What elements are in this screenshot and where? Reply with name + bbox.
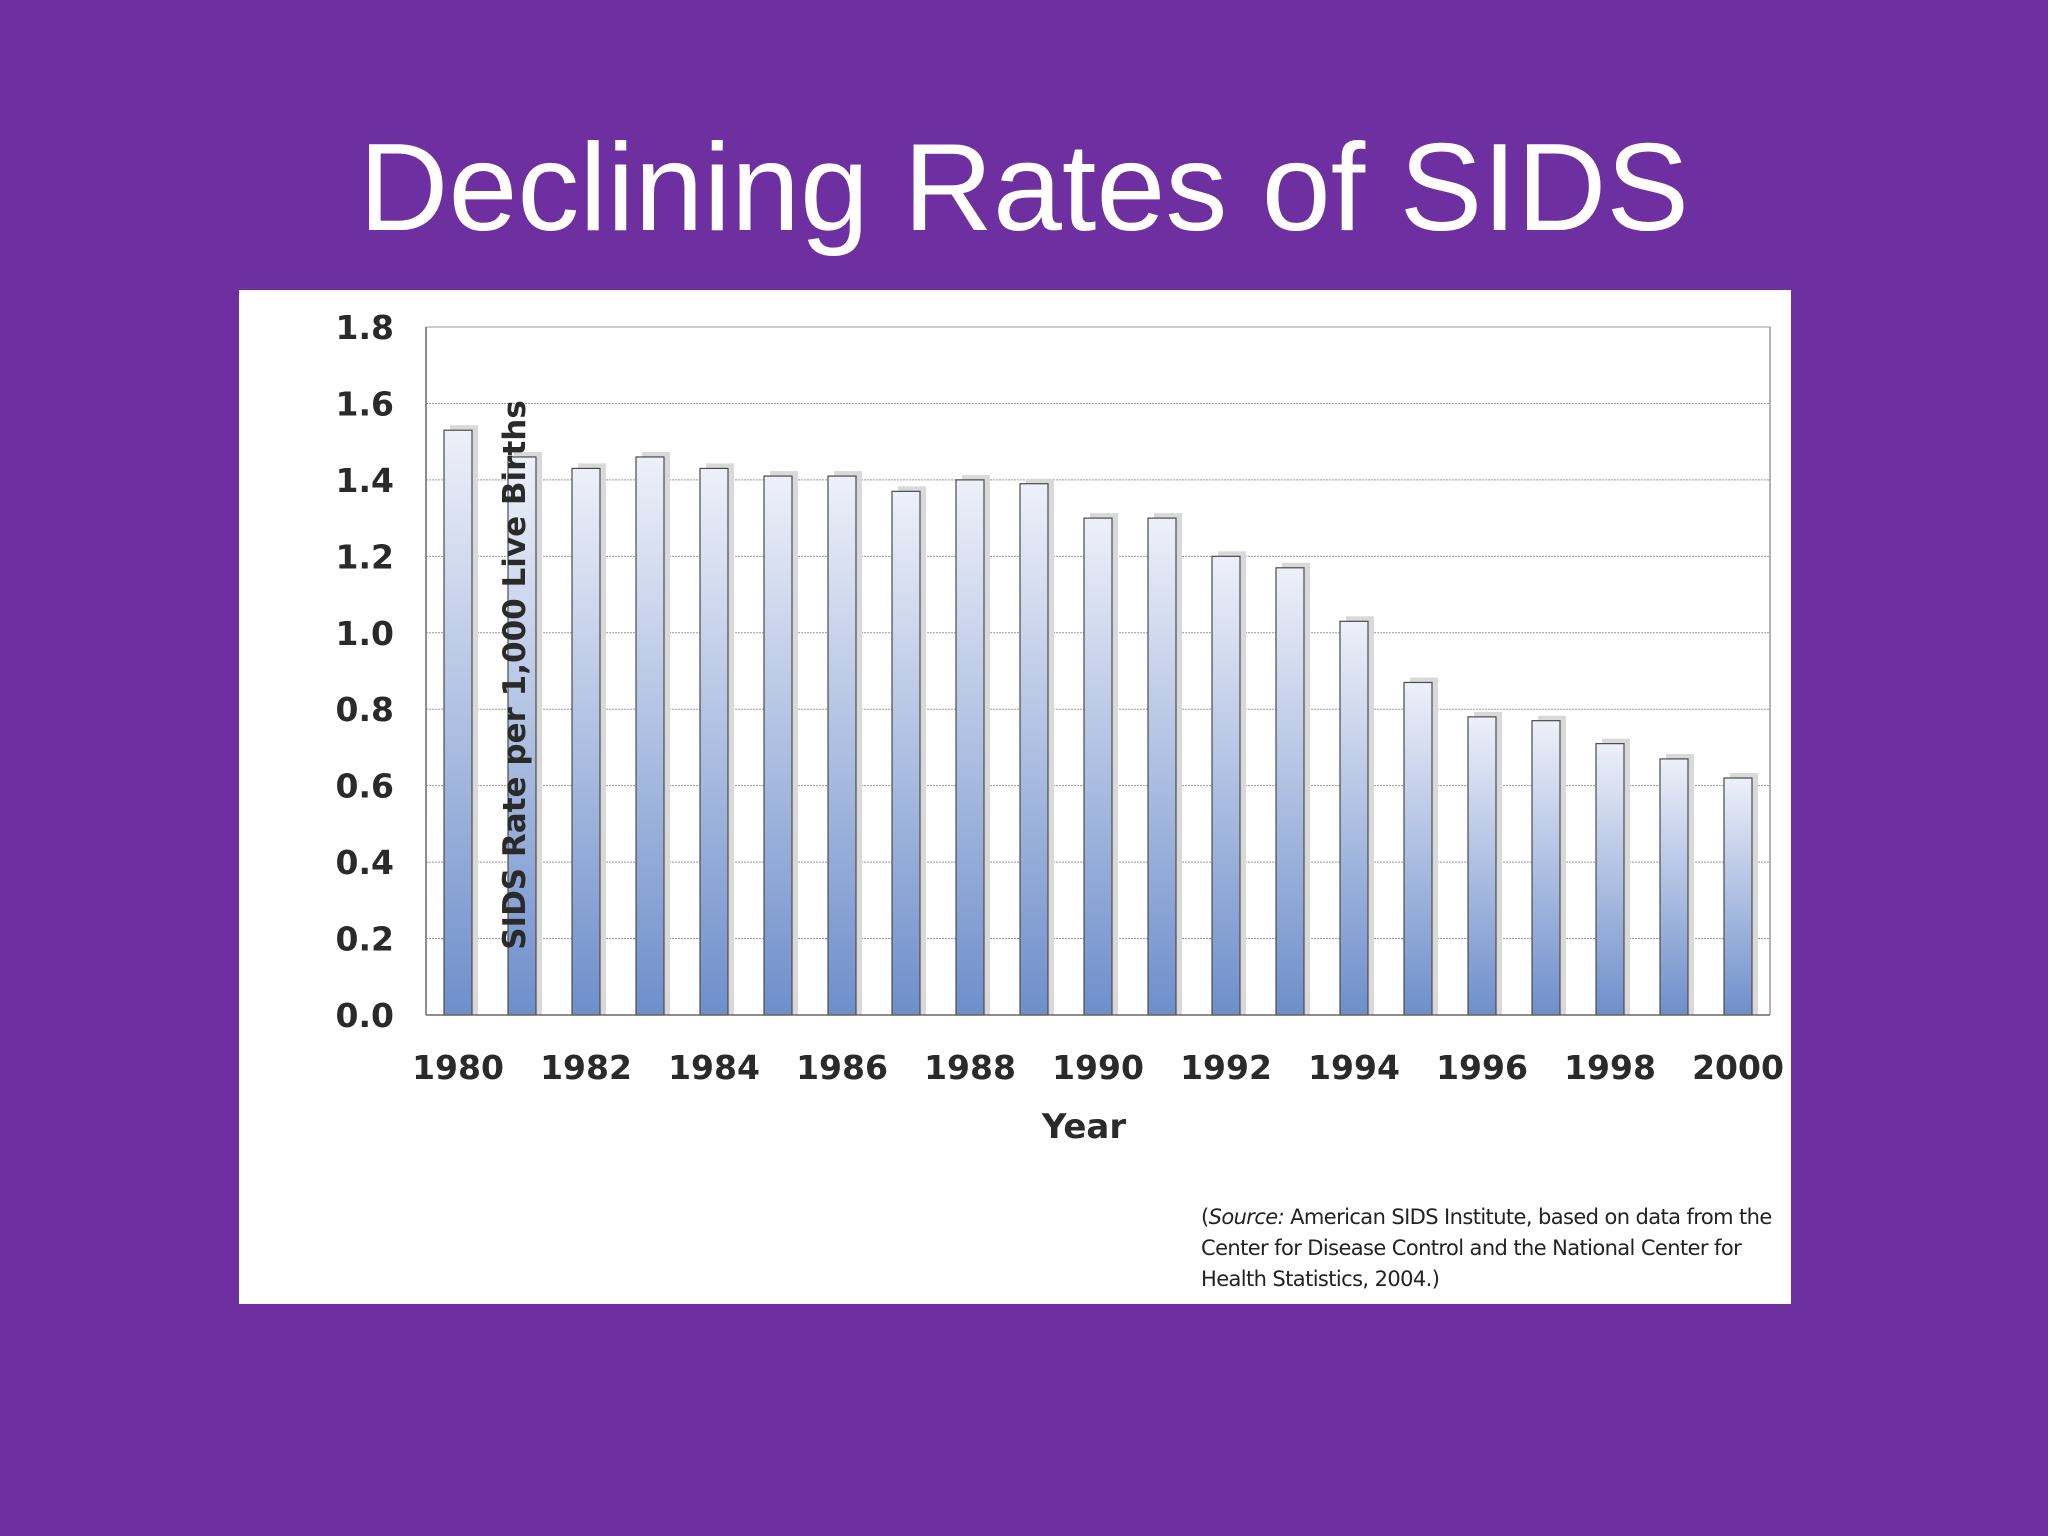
bar-1995 (1403, 681, 1433, 1016)
bar-1994 (1339, 620, 1369, 1016)
y-tick-label: 1.4 (336, 461, 394, 500)
x-tick-label: 1980 (412, 1048, 504, 1087)
bar-1999 (1659, 758, 1689, 1016)
y-tick-label: 1.0 (336, 614, 394, 653)
bar-1982 (571, 467, 601, 1016)
y-tick-label: 0.8 (336, 690, 394, 729)
axes (425, 327, 1771, 1016)
source-note: (Source: American SIDS Institute, based … (1201, 1202, 1791, 1295)
y-axis-title: SIDS Rate per 1,000 Live Births (497, 400, 533, 950)
bar-1992 (1211, 555, 1241, 1016)
source-text: American SIDS Institute, based on data f… (1201, 1205, 1772, 1291)
bar-1988 (955, 479, 985, 1016)
x-tick-labels: 1980 1982 1984 1986 1988 1990 1992 1994 1996 1998… (412, 1048, 1784, 1087)
bars (443, 429, 1753, 1016)
bar-1985 (763, 475, 793, 1016)
bar-1989 (1019, 483, 1049, 1016)
bar-1983 (635, 456, 665, 1016)
bar-1997 (1531, 720, 1561, 1016)
y-tick-label: 0.4 (336, 843, 394, 882)
chart-panel: 0.0 0.2 0.4 0.6 0.8 1.0 1.2 1.4 1.6 1.8 1980 1982 1… (239, 290, 1791, 1304)
source-open-paren: ( (1201, 1205, 1209, 1229)
bar-1991 (1147, 517, 1177, 1016)
y-tick-label: 1.2 (336, 537, 394, 576)
slide-title: Declining Rates of SIDS (358, 119, 1690, 257)
x-tick-label: 1990 (1052, 1048, 1144, 1087)
x-tick-label: 1984 (668, 1048, 760, 1087)
y-tick-label: 0.0 (336, 996, 394, 1035)
x-tick-label: 1988 (924, 1048, 1016, 1087)
bar-1984 (699, 467, 729, 1016)
y-tick-label: 1.8 (336, 308, 394, 347)
x-axis-title: Year (1041, 1107, 1127, 1147)
y-tick-label: 1.6 (336, 384, 394, 423)
source-label: Source: (1208, 1205, 1285, 1229)
bar-1998 (1595, 743, 1625, 1016)
bar-chart: 0.00.20.40.60.81.01.21.41.61.8 1980 1982 1… (336, 308, 1784, 1147)
y-tick-label: 0.6 (336, 767, 394, 806)
bar-1996 (1467, 716, 1497, 1016)
bar-1980 (443, 429, 473, 1016)
x-tick-label: 1996 (1436, 1048, 1528, 1087)
bar-1981 (507, 456, 537, 1016)
x-tick-label: 1992 (1180, 1048, 1272, 1087)
x-tick-label: 1986 (796, 1048, 888, 1087)
bar-1986 (827, 475, 857, 1016)
x-tick-label: 1982 (540, 1048, 632, 1087)
x-tick-label: 1994 (1308, 1048, 1400, 1087)
y-tick-label: 0.2 (336, 920, 394, 959)
y-tick-labels: 0.0 0.2 0.4 0.6 0.8 1.0 1.2 1.4 1.6 1.8 (336, 308, 394, 1035)
x-tick-label: 2000 (1692, 1048, 1784, 1087)
bar-1990 (1083, 517, 1113, 1016)
bar-1993 (1275, 567, 1305, 1016)
x-tick-label: 1998 (1564, 1048, 1656, 1087)
bar-2000 (1723, 777, 1753, 1016)
bar-1987 (891, 490, 921, 1016)
